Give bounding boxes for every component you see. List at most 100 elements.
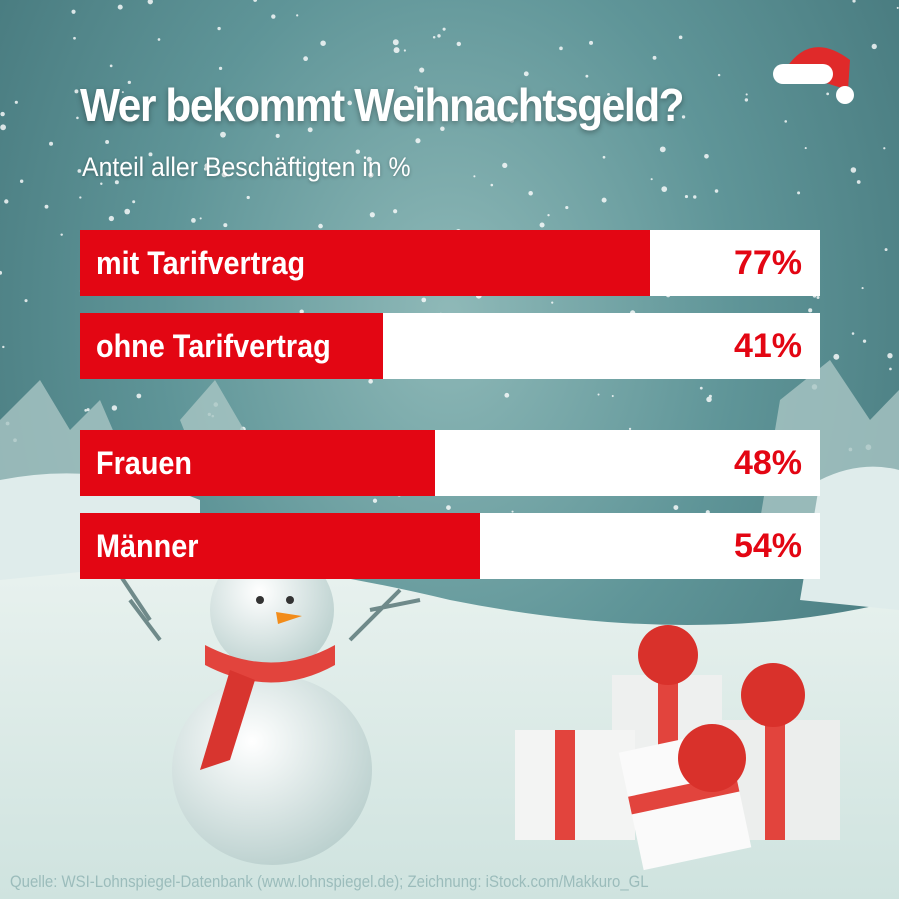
category-label: ohne Tarifvertrag [96, 328, 331, 364]
snowflake [597, 393, 600, 396]
snowflake [883, 147, 886, 150]
snowflake [19, 179, 24, 183]
snowflake [816, 295, 820, 299]
snowflake [148, 152, 153, 157]
snowflake [105, 172, 110, 176]
snowflake [320, 40, 326, 46]
snowflake [105, 140, 110, 144]
snowflake [203, 167, 208, 171]
snowflake [303, 56, 308, 62]
snowflake [896, 6, 899, 9]
snowflake [223, 223, 228, 228]
snowflake [127, 80, 131, 85]
category-label: mit Tarifvertrag [96, 245, 306, 281]
snowflake [446, 505, 451, 510]
snowflake [808, 308, 813, 313]
snowflake [199, 217, 202, 220]
snowflake [73, 36, 76, 40]
snowflake [551, 301, 554, 304]
snowflake [523, 71, 529, 77]
snowflake [60, 233, 63, 236]
snowflake [717, 73, 721, 77]
snowflake [368, 172, 374, 178]
snowflake [442, 27, 446, 31]
snowflake [745, 93, 748, 96]
snowflake [559, 46, 563, 51]
bar [80, 513, 480, 579]
snowflake [437, 34, 441, 38]
snowflake [136, 393, 142, 399]
snowflake [502, 162, 508, 169]
snowflake [253, 0, 258, 2]
snowflake [132, 200, 136, 204]
snowflake [347, 100, 353, 106]
snowflake [74, 89, 79, 94]
snowflake [86, 408, 90, 412]
snowflake [84, 409, 88, 412]
bar [80, 230, 650, 296]
snowflake [650, 178, 653, 181]
snowflake [539, 222, 545, 228]
snowflake [511, 510, 514, 513]
snowflake [49, 141, 54, 146]
snowflake [607, 93, 610, 96]
snowflake [147, 0, 153, 5]
bar-track: Männer 54% [80, 513, 820, 579]
snowflake [220, 131, 226, 138]
snowflake [681, 115, 686, 119]
snowflake [684, 194, 689, 199]
snowflake [114, 180, 119, 185]
snowflake [601, 197, 607, 203]
snowflake [432, 35, 436, 39]
snowflake [602, 155, 606, 159]
value-label: 77% [733, 244, 802, 282]
snowflake [693, 195, 697, 199]
snowflake [393, 47, 400, 54]
snowflake [121, 91, 124, 94]
category-label: Männer [96, 528, 199, 564]
snowflake [415, 138, 421, 144]
snowflake [826, 92, 830, 96]
snowflake [833, 353, 840, 360]
snowflake [77, 169, 82, 173]
bar-track: Frauen 48% [80, 430, 820, 496]
snowflake [299, 309, 304, 314]
snowflake [887, 353, 893, 359]
snowflake [421, 297, 427, 303]
snowflake [191, 218, 196, 223]
snowflake [509, 118, 515, 123]
snowflake [851, 332, 855, 335]
snowflake [473, 175, 476, 178]
snowflake [585, 74, 589, 78]
snowflake [490, 183, 494, 187]
snowflake [366, 156, 372, 162]
snowflake [504, 392, 510, 398]
snowflake [850, 167, 857, 173]
snowflake [419, 67, 425, 73]
snowflake [589, 40, 594, 45]
snowflake [547, 214, 550, 217]
snowflake [884, 248, 888, 252]
snowflake [100, 182, 103, 185]
bar-track: mit Tarifvertrag 77% [80, 230, 820, 296]
snowflake [889, 367, 892, 371]
snowflake [628, 427, 632, 431]
snowflake [109, 64, 113, 68]
snowflake [0, 270, 3, 275]
snowflake [124, 208, 131, 215]
gift-boxes-icon [515, 625, 840, 871]
snowflake [44, 204, 49, 209]
source-note: Quelle: WSI-Lohnspiegel-Datenbank (www.l… [10, 872, 649, 891]
snowflake [117, 4, 123, 10]
snowflake [659, 146, 666, 153]
snowflake [369, 212, 375, 218]
snowflake [76, 116, 79, 120]
snowflake [673, 505, 679, 510]
snowflake [24, 299, 28, 303]
snowflake [661, 186, 668, 193]
snowflake [71, 9, 76, 14]
santa-hat-icon [773, 47, 854, 104]
value-label: 54% [733, 527, 802, 565]
snowflake [372, 498, 378, 503]
